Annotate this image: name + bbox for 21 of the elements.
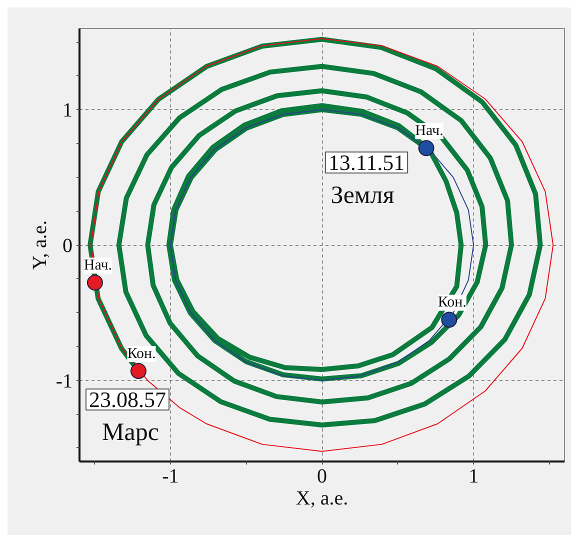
data-label: Кон.	[127, 346, 156, 362]
point	[130, 362, 146, 379]
annotation: Марс	[102, 419, 159, 446]
y-tick-label: 0	[62, 235, 72, 257]
data-label: Нач.	[84, 258, 112, 274]
annotation: 23.08.57	[89, 387, 166, 412]
x-tick-label: 0	[317, 466, 327, 488]
point	[418, 140, 434, 156]
x-tick-label: 1	[468, 466, 479, 488]
y-axis-title: Y, а.е.	[28, 220, 51, 270]
line-series	[170, 109, 474, 381]
annotation: Земля	[330, 182, 395, 209]
point	[86, 274, 103, 291]
point	[441, 312, 458, 328]
y-tick-label: -1	[56, 370, 73, 392]
data-label: Кон.	[438, 294, 466, 311]
x-tick-label: -1	[162, 466, 179, 488]
annotation: 13.11.51	[328, 150, 405, 175]
y-tick-label: 1	[62, 100, 72, 122]
x-axis-title: X, а.е.	[296, 488, 348, 510]
data-label: Нач.	[415, 123, 444, 140]
